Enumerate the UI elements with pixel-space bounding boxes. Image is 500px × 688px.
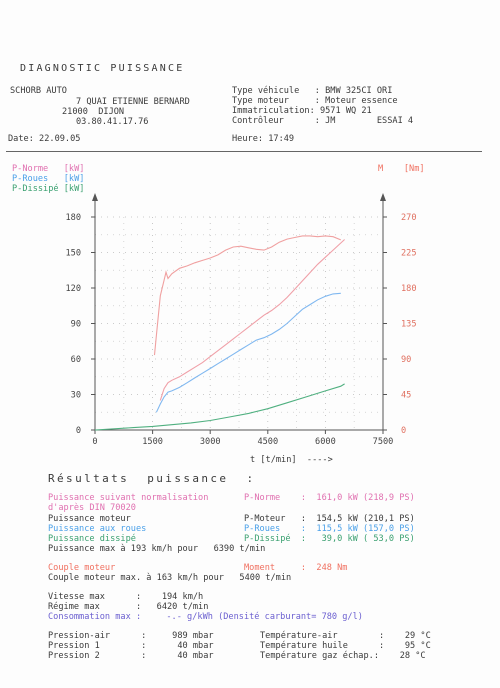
couple-label: Couple moteur [48, 563, 116, 573]
couple-value: Moment : 248 Nm [244, 563, 348, 573]
vehicle-line: Type véhicule : BMW 325CI ORI [232, 86, 393, 96]
conso-label: Consommation max : [48, 612, 142, 622]
y-tick-label-right: 135 [401, 320, 417, 330]
date-label: Date: 22.09.05 [8, 134, 81, 144]
condition-right: Température-air : 29 °C [260, 631, 431, 641]
dissipe-label: Puissance dissipé [48, 534, 136, 544]
norm-label-2: d'après DIN 70020 [48, 503, 136, 513]
condition-left: Pression-air : 989 mbar [48, 631, 214, 641]
y-tick-label-right: 225 [401, 249, 417, 259]
y-tick-label-right: 180 [401, 284, 417, 294]
page-title: DIAGNOSTIC PUISSANCE [20, 63, 185, 74]
regime-line: Régime max : 6420 t/min [48, 602, 209, 612]
y-tick-label-right: 270 [401, 213, 417, 223]
series-line-p-roues [155, 292, 341, 413]
y-tick-label-left: 0 [76, 426, 81, 436]
conso-value: -.- g/kWh (Densité carburant= 780 g/l) [156, 612, 363, 622]
condition-left: Pression 2 : 40 mbar [48, 651, 214, 661]
y-tick-label-left: 180 [65, 213, 81, 223]
garage-name: SCHORB AUTO [10, 86, 67, 96]
roues-label: Puissance aux roues [48, 524, 147, 534]
legend-moment: M [Nm] [378, 164, 425, 174]
vitesse-line: Vitesse max : 194 km/h [48, 592, 204, 602]
dissipe-value: P-Dissipé : 39,0 kW ( 53,0 PS) [244, 534, 415, 544]
condition-right: Température gaz échap.: 28 °C [260, 651, 426, 661]
series-line-m [153, 235, 342, 356]
norm-label: Puissance suivant normalisation [48, 493, 209, 503]
legend-p-roues: P-Roues [kW] [12, 174, 85, 184]
y-tick-label-right: 45 [401, 391, 411, 401]
separator-line [6, 151, 482, 152]
roues-value: P-Roues : 115,5 kW (157,0 PS) [244, 524, 415, 534]
garage-phone: 03.80.41.17.76 [76, 117, 149, 127]
y-axis-right-arrow [380, 193, 386, 201]
x-tick-label: 1500 [142, 437, 163, 447]
series-line-p-norme [159, 239, 345, 401]
norm-value: P-Norme : 161,0 kW (218,9 PS) [244, 493, 415, 503]
vehicle-line: Immatriculation: 9571 WQ 21 [232, 106, 372, 116]
x-tick-label: 7500 [373, 437, 394, 447]
condition-right: Température huile : 95 °C [260, 641, 431, 651]
moteur-label: Puissance moteur [48, 514, 131, 524]
x-tick-label: 4500 [257, 437, 278, 447]
max-power-line: Puissance max à 193 km/h pour 6390 t/min [48, 544, 266, 554]
series-line-p-dissip- [94, 383, 345, 431]
vehicle-line: Type moteur : Moteur essence [232, 96, 398, 106]
y-tick-label-right: 90 [401, 355, 411, 365]
legend-p-norme: P-Norme [kW] [12, 164, 85, 174]
x-axis-label: t [t/min] ----> [250, 455, 333, 465]
y-tick-label-left: 60 [71, 355, 81, 365]
time-label: Heure: 17:49 [232, 134, 295, 144]
condition-left: Pression 1 : 40 mbar [48, 641, 214, 651]
x-tick-label: 0 [92, 437, 97, 447]
y-axis-left-arrow [92, 193, 98, 201]
garage-address: 7 QUAI ETIENNE BERNARD [76, 97, 190, 107]
x-tick-label: 6000 [315, 437, 336, 447]
y-tick-label-left: 120 [65, 284, 81, 294]
y-tick-label-left: 150 [65, 249, 81, 259]
y-tick-label-left: 90 [71, 320, 81, 330]
x-tick-label: 3000 [200, 437, 221, 447]
moteur-value: P-Moteur : 154,5 kW (210,1 PS) [244, 514, 415, 524]
vehicle-line: Contrôleur : JM ESSAI 4 [232, 116, 414, 126]
results-title: Résultats puissance : [48, 472, 256, 485]
y-tick-label-left: 30 [71, 391, 81, 401]
garage-city: 21000 DIJON [62, 107, 125, 117]
legend-p-dissipe: P-Dissipé [kW] [12, 184, 85, 194]
couple-max-line: Couple moteur max. à 163 km/h pour 5400 … [48, 573, 292, 583]
y-tick-label-right: 0 [401, 426, 406, 436]
